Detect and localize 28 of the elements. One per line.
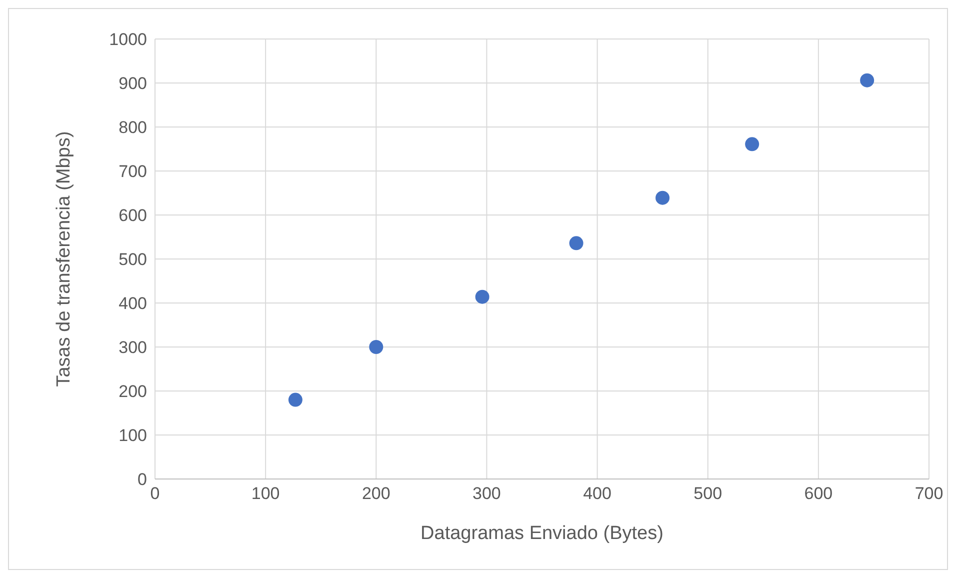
y-tick-label: 500 xyxy=(118,250,147,270)
point xyxy=(656,190,670,205)
point xyxy=(288,392,302,407)
x-tick-label: 0 xyxy=(150,484,160,504)
y-tick-label: 1000 xyxy=(109,30,147,50)
point xyxy=(860,73,874,88)
x-tick-label: 300 xyxy=(472,484,501,504)
point xyxy=(569,236,584,250)
point xyxy=(475,290,490,304)
point xyxy=(745,137,760,152)
y-tick-label: 300 xyxy=(118,338,147,358)
y-tick-label: 400 xyxy=(118,294,147,314)
y-tick-label: 700 xyxy=(118,162,147,182)
x-axis-title: Datagramas Enviado (Bytes) xyxy=(420,523,664,544)
y-tick-label: 600 xyxy=(118,206,147,226)
y-tick-label: 200 xyxy=(118,382,147,402)
y-tick-label: 0 xyxy=(138,470,147,490)
y-tick-label: 900 xyxy=(118,74,147,94)
x-tick-label: 100 xyxy=(251,484,280,504)
y-tick-label: 100 xyxy=(118,426,147,446)
x-tick-label: 700 xyxy=(914,484,944,504)
point xyxy=(369,340,384,354)
x-tick-label: 500 xyxy=(694,484,722,504)
x-tick-label: 600 xyxy=(804,484,833,504)
y-axis-title: Tasas de transferencia (Mbps) xyxy=(54,131,75,387)
y-tick-label: 800 xyxy=(118,118,147,138)
x-tick-label: 400 xyxy=(583,484,612,504)
x-tick-label: 200 xyxy=(362,484,390,504)
